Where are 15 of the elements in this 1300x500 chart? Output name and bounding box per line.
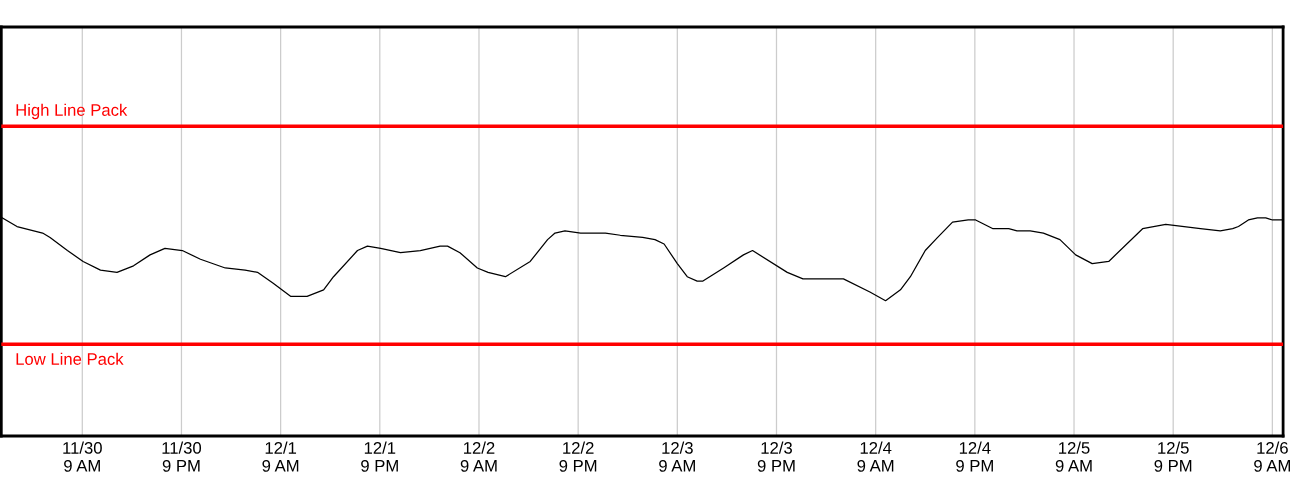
x-tick-label: 12/5 9 AM bbox=[1055, 441, 1092, 472]
x-tick-label: 12/4 9 PM bbox=[956, 441, 993, 472]
x-tick-label: 12/3 9 PM bbox=[757, 441, 795, 472]
ref-line-label: Low Line Pack bbox=[16, 352, 124, 365]
x-tick-label: 12/6 9 AM bbox=[1254, 441, 1290, 472]
x-tick-label: 12/1 9 AM bbox=[262, 441, 299, 472]
ref-line-label: High Line Pack bbox=[16, 103, 128, 120]
x-tick-label: 12/1 9 PM bbox=[361, 441, 398, 472]
x-tick-label: 12/2 9 AM bbox=[460, 441, 497, 472]
x-tick-label: 12/2 9 PM bbox=[559, 441, 597, 472]
x-tick-label: 11/30 9 PM bbox=[162, 441, 202, 472]
x-tick-label: 12/3 9 AM bbox=[659, 441, 695, 472]
x-tick-label: 12/4 9 AM bbox=[857, 441, 894, 472]
x-tick-label: 11/30 9 AM bbox=[63, 441, 102, 472]
x-tick-label: 12/5 9 PM bbox=[1154, 441, 1192, 472]
